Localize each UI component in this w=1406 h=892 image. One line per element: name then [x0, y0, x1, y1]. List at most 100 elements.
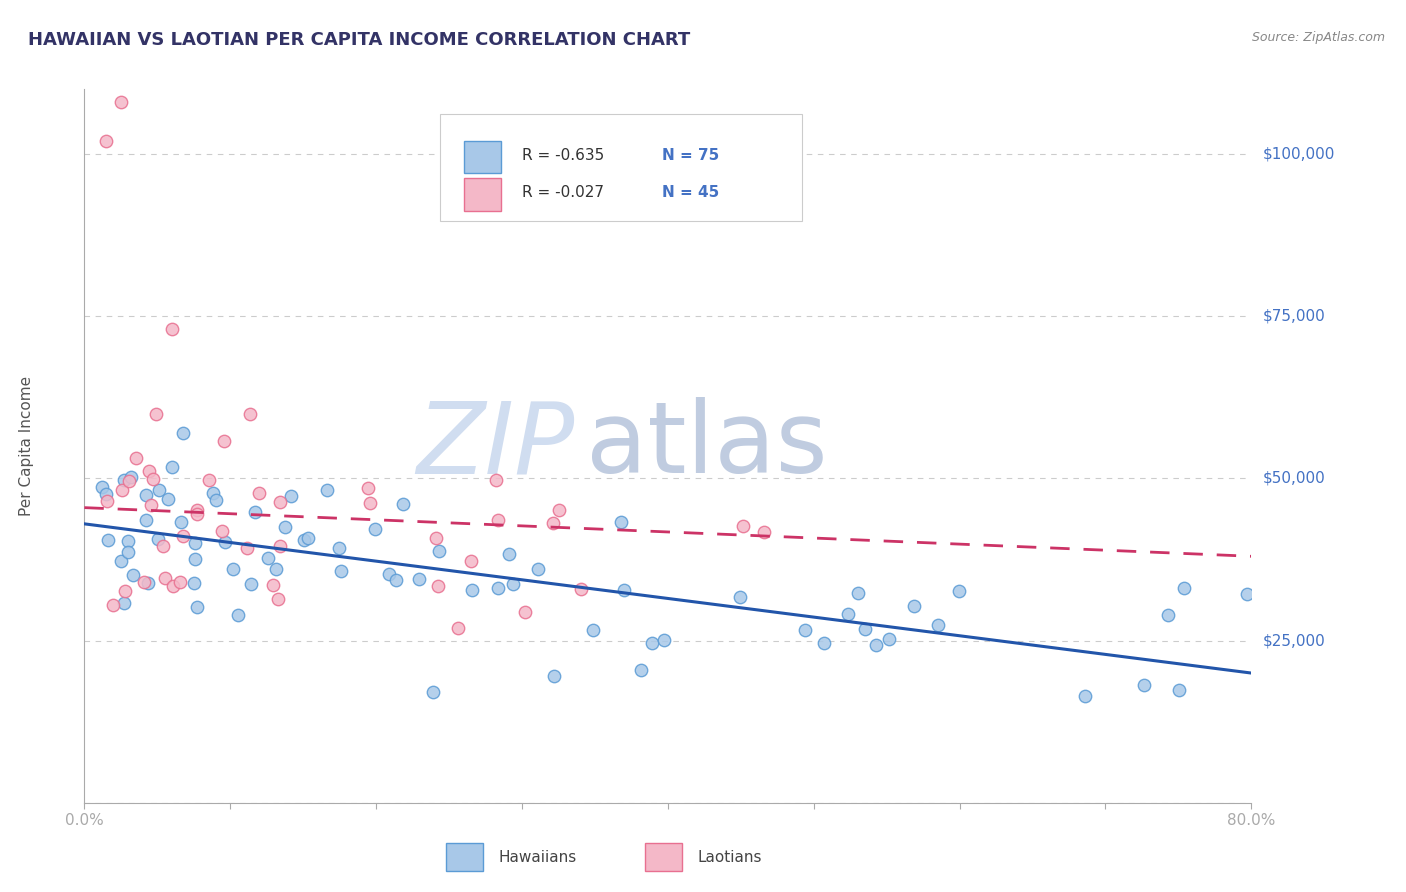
Point [186, 507, 208, 521]
Point [1168, 683, 1191, 698]
Point [146, 532, 169, 546]
Text: atlas: atlas [586, 398, 828, 494]
Point [486, 581, 509, 595]
Point [211, 524, 233, 538]
Point [877, 632, 900, 646]
Point [236, 541, 259, 555]
Point [110, 554, 132, 568]
Point [728, 591, 751, 605]
Point [297, 531, 319, 545]
Point [142, 473, 165, 487]
Point [160, 459, 183, 474]
Text: Per Capita Income: Per Capita Income [18, 376, 34, 516]
Point [212, 434, 235, 448]
Point [502, 577, 524, 591]
Point [139, 498, 162, 512]
Text: R = -0.635: R = -0.635 [522, 148, 605, 163]
Point [1173, 581, 1195, 595]
Point [447, 621, 470, 635]
FancyBboxPatch shape [644, 844, 682, 871]
Point [117, 533, 139, 548]
Point [903, 599, 925, 613]
Point [364, 522, 387, 536]
Point [427, 579, 450, 593]
Point [186, 503, 208, 517]
Text: Laotians: Laotians [697, 849, 762, 864]
Point [548, 503, 571, 517]
Point [243, 505, 266, 519]
Point [498, 547, 520, 561]
Point [630, 663, 652, 677]
Point [101, 598, 124, 612]
Point [1073, 689, 1095, 703]
Point [385, 573, 408, 587]
Point [96, 487, 118, 501]
Point [328, 541, 350, 555]
Point [135, 513, 157, 527]
Point [425, 531, 447, 545]
Point [257, 551, 280, 566]
Point [114, 584, 136, 599]
Point [330, 564, 353, 578]
Point [155, 571, 177, 585]
Point [1157, 607, 1180, 622]
Text: ZIP: ZIP [416, 398, 575, 494]
Point [172, 425, 194, 440]
Point [853, 622, 876, 636]
Point [262, 578, 284, 592]
FancyBboxPatch shape [446, 844, 484, 871]
Point [269, 539, 291, 553]
Point [96, 134, 118, 148]
Text: N = 75: N = 75 [662, 148, 720, 163]
Point [266, 562, 288, 576]
FancyBboxPatch shape [464, 141, 501, 173]
Point [184, 536, 207, 550]
Point [110, 95, 132, 110]
Text: HAWAIIAN VS LAOTIAN PER CAPITA INCOME CORRELATION CHART: HAWAIIAN VS LAOTIAN PER CAPITA INCOME CO… [28, 31, 690, 49]
Point [117, 475, 139, 489]
Point [292, 533, 315, 548]
Point [267, 591, 290, 606]
Point [486, 513, 509, 527]
Point [485, 473, 508, 487]
Point [846, 586, 869, 600]
Point [91, 480, 114, 494]
Point [582, 623, 605, 637]
Point [274, 519, 297, 533]
Point [117, 544, 139, 558]
Point [1236, 587, 1258, 601]
Point [172, 529, 194, 543]
Text: Hawaiians: Hawaiians [499, 849, 576, 864]
Point [392, 497, 415, 511]
FancyBboxPatch shape [440, 114, 801, 221]
Point [752, 525, 775, 540]
Point [145, 407, 167, 421]
Point [152, 539, 174, 553]
Point [162, 579, 184, 593]
Point [280, 489, 302, 503]
Point [408, 572, 430, 586]
Point [1133, 678, 1156, 692]
FancyBboxPatch shape [464, 178, 501, 211]
Point [221, 562, 243, 576]
Point [357, 481, 380, 495]
Point [543, 669, 565, 683]
Point [793, 623, 815, 637]
Point [205, 492, 228, 507]
Point [198, 473, 221, 487]
Point [422, 685, 444, 699]
Point [641, 635, 664, 649]
Text: R = -0.027: R = -0.027 [522, 186, 605, 200]
Point [170, 516, 193, 530]
Point [240, 576, 263, 591]
Point [135, 488, 157, 502]
Point [813, 636, 835, 650]
Point [378, 567, 401, 582]
Point [122, 568, 145, 582]
Point [132, 574, 155, 589]
Point [136, 576, 159, 591]
Point [652, 633, 675, 648]
Point [120, 470, 142, 484]
Point [157, 492, 180, 507]
Point [837, 607, 859, 622]
